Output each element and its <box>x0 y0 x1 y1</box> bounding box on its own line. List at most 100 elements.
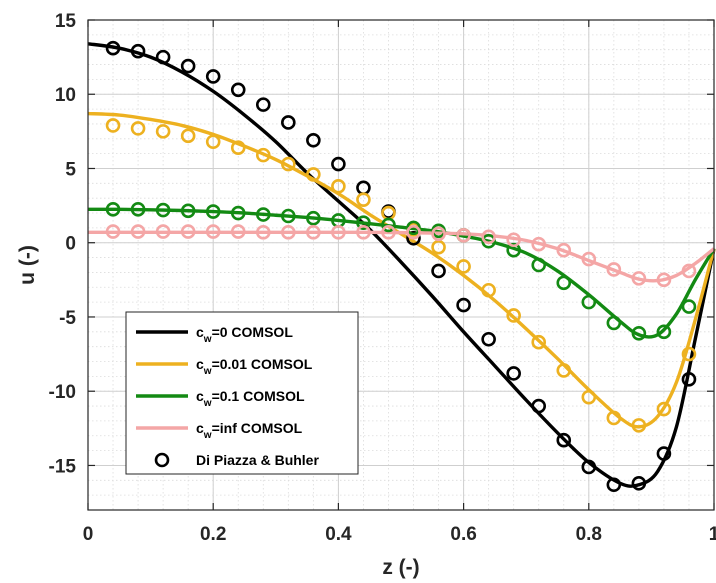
legend-entry-symbol: c <box>196 324 204 340</box>
legend-entry-text: =0.1 COMSOL <box>212 388 305 404</box>
data-point-marker <box>481 331 496 347</box>
data-point-marker <box>331 179 346 194</box>
legend-entry-symbol: c <box>196 420 204 436</box>
x-axis-label: z (-) <box>382 556 419 579</box>
data-point-marker <box>531 257 547 273</box>
data-point-marker <box>406 230 421 246</box>
data-point-marker <box>656 324 672 340</box>
data-point-marker <box>631 418 647 433</box>
data-point-marker <box>155 124 171 139</box>
data-point-marker <box>406 225 421 240</box>
data-point-marker <box>631 326 647 341</box>
data-point-marker <box>681 263 697 279</box>
data-point-marker <box>481 233 496 249</box>
data-point-marker <box>130 202 146 217</box>
data-point-marker <box>656 446 672 461</box>
data-point-marker <box>205 224 221 239</box>
data-point-marker <box>205 134 221 150</box>
data-point-marker <box>631 271 647 286</box>
legend-entry-text: =inf COMSOL <box>212 420 303 436</box>
series-markers <box>105 40 697 493</box>
y-tick-label: -15 <box>49 456 77 477</box>
data-point-marker <box>606 315 622 331</box>
plot-area-frame <box>87 19 715 511</box>
legend-entry-subscript: w <box>203 398 212 409</box>
data-point-marker <box>205 69 221 84</box>
data-point-marker <box>105 202 121 217</box>
data-point-marker <box>506 308 521 323</box>
x-tick-label: 0.8 <box>576 524 602 545</box>
data-point-marker <box>105 224 121 239</box>
data-point-marker <box>230 140 246 155</box>
data-point-marker <box>230 205 246 221</box>
data-point-marker <box>456 228 471 243</box>
x-tick-label: 0.4 <box>325 524 352 545</box>
data-point-marker <box>130 224 146 239</box>
data-point-marker <box>531 398 547 414</box>
legend-entry-label: cw=0.1 COMSOL <box>196 388 305 409</box>
data-point-marker <box>331 156 346 172</box>
data-point-marker <box>180 224 196 239</box>
data-point-marker <box>681 372 697 387</box>
data-point-marker <box>456 297 471 313</box>
data-point-marker <box>281 208 296 224</box>
data-point-marker <box>306 210 321 226</box>
data-point-marker <box>155 202 171 218</box>
data-point-marker <box>481 229 496 245</box>
data-point-marker <box>306 225 321 240</box>
legend-swatch-marker <box>154 452 170 468</box>
data-point-marker <box>356 225 371 240</box>
axis-ticks <box>87 19 715 510</box>
y-tick-label: -10 <box>49 382 76 403</box>
legend-entry-subscript: w <box>203 430 212 441</box>
data-point-marker <box>556 363 572 378</box>
data-point-marker <box>306 167 321 182</box>
axis-tick-labels: 0 0.2 0.4 0.6 0.8 1 15 10 5 0 -5 -10 -15 <box>49 11 716 545</box>
x-tick-label: 1 <box>709 524 716 545</box>
y-tick-label: -5 <box>59 308 76 329</box>
data-point-marker <box>681 299 697 314</box>
data-point-marker <box>531 236 547 252</box>
data-point-marker <box>180 58 196 74</box>
data-point-marker <box>205 204 221 219</box>
legend-entry-label: cw=inf COMSOL <box>196 420 303 441</box>
data-point-marker <box>431 226 446 242</box>
data-point-marker <box>281 156 296 172</box>
data-point-marker <box>255 225 271 240</box>
y-tick-label: 0 <box>65 234 76 255</box>
y-tick-label: 15 <box>55 11 77 32</box>
y-tick-label: 10 <box>55 85 76 106</box>
data-point-marker <box>581 294 597 310</box>
data-point-marker <box>356 215 371 230</box>
data-point-marker <box>406 220 421 236</box>
data-point-marker <box>631 475 647 491</box>
x-tick-label: 0.2 <box>200 524 226 545</box>
y-tick-label: 5 <box>65 159 76 180</box>
legend-entry-label: cw=0.01 COMSOL <box>196 356 313 377</box>
x-tick-label: 0 <box>83 524 94 545</box>
data-point-marker <box>180 203 196 219</box>
data-point-marker <box>381 217 396 233</box>
data-point-marker <box>506 242 521 258</box>
data-point-marker <box>230 82 246 98</box>
legend-entry-text: =0 COMSOL <box>212 324 294 340</box>
data-point-marker <box>155 224 171 239</box>
data-point-marker <box>581 459 597 475</box>
data-point-marker <box>506 366 521 381</box>
data-point-marker <box>230 224 246 239</box>
data-point-marker <box>130 121 146 136</box>
data-point-marker <box>331 225 346 240</box>
data-point-marker <box>606 410 622 426</box>
data-point-marker <box>431 239 446 255</box>
data-point-marker <box>356 192 371 207</box>
data-point-marker <box>581 251 597 267</box>
data-point-marker <box>556 432 572 448</box>
legend-entry-label: cw=0 COMSOL <box>196 324 293 345</box>
data-point-marker <box>381 225 396 240</box>
data-point-marker <box>481 282 496 298</box>
data-point-marker <box>656 272 672 288</box>
data-point-marker <box>180 128 196 144</box>
data-point-marker <box>105 40 121 56</box>
data-point-marker <box>531 334 547 350</box>
